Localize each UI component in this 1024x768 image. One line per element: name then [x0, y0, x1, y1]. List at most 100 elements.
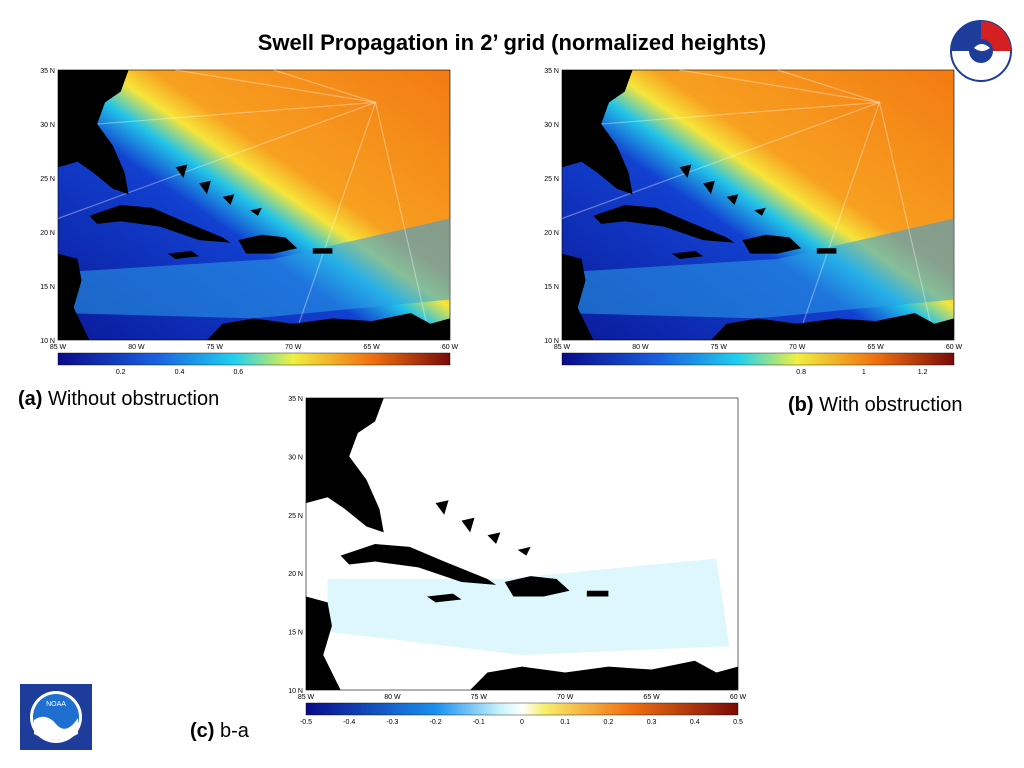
- plot-area: [561, 69, 955, 341]
- lon-tick-label: 80 W: [384, 694, 401, 701]
- colorbar-tick-label: -0.5: [300, 719, 312, 726]
- lat-tick-label: 15 N: [544, 284, 559, 291]
- noaa-logo: NOAA: [20, 684, 92, 750]
- land-mass: [199, 180, 211, 195]
- colorbar-tick-label: 1: [862, 369, 866, 376]
- lat-tick-label: 15 N: [288, 630, 303, 637]
- colorbar-tick-label: 0: [520, 719, 524, 726]
- colorbar-tick-label: 0.8: [796, 369, 806, 376]
- colorbar-tick-label: 0.3: [647, 719, 657, 726]
- land-mass: [461, 517, 475, 533]
- lat-tick-label: 25 N: [40, 176, 55, 183]
- lon-tick-label: 80 W: [632, 344, 649, 351]
- lat-tick-label: 10 N: [544, 338, 559, 345]
- caribbean-swell-band: [562, 218, 954, 319]
- plot-area: [57, 69, 451, 341]
- land-mass: [703, 180, 715, 195]
- lon-tick-label: 75 W: [471, 694, 488, 701]
- colorbar-tick-label: -0.3: [386, 719, 398, 726]
- lat-tick-label: 35 N: [288, 396, 303, 403]
- land-mass: [238, 234, 298, 254]
- colorbar-tick-label: 0.5: [733, 719, 743, 726]
- colorbar: [561, 352, 955, 366]
- caribbean-swell-band: [58, 218, 450, 319]
- land-mass: [593, 205, 735, 243]
- land-mass: [312, 248, 333, 254]
- colorbar-tick-label: -0.1: [473, 719, 485, 726]
- caption-panel-a: (a) Without obstruction: [18, 388, 219, 411]
- caption-b-text: With obstruction: [813, 394, 963, 416]
- lon-tick-label: 75 W: [207, 344, 224, 351]
- caption-b-prefix: (b): [788, 394, 814, 416]
- land-mass: [586, 590, 609, 597]
- nws-logo: [946, 18, 1016, 84]
- land-mass: [340, 544, 497, 585]
- caption-a-text: Without obstruction: [42, 388, 220, 410]
- land-mass: [726, 194, 739, 205]
- lat-tick-label: 30 N: [40, 122, 55, 129]
- lat-tick-label: 30 N: [544, 122, 559, 129]
- lat-tick-label: 20 N: [40, 230, 55, 237]
- land-mass: [816, 248, 837, 254]
- swell-ray: [57, 101, 376, 220]
- land-mass: [470, 660, 738, 690]
- swell-ray: [175, 69, 376, 103]
- swell-ray: [97, 101, 376, 125]
- plot-area: [305, 397, 739, 691]
- lat-tick-label: 15 N: [40, 284, 55, 291]
- land-mass: [562, 253, 594, 340]
- lat-tick-label: 10 N: [288, 688, 303, 695]
- colorbar-tick-label: 0.1: [560, 719, 570, 726]
- lat-tick-label: 30 N: [288, 454, 303, 461]
- swell-ray: [679, 69, 880, 103]
- colorbar: [57, 352, 451, 366]
- caption-panel-b: (b) With obstruction: [788, 394, 963, 417]
- lat-tick-label: 25 N: [288, 513, 303, 520]
- lon-tick-label: 60 W: [442, 344, 459, 351]
- land-mass: [742, 234, 802, 254]
- colorbar-tick-label: 0.2: [604, 719, 614, 726]
- map-panel-a: 35 N 30 N 25 N 20 N 15 N 10 N 85 W 80 W 75 W 70 W…: [20, 62, 460, 382]
- land-mass: [710, 313, 954, 340]
- caption-c-text: b-a: [214, 720, 249, 742]
- land-mass: [754, 207, 766, 216]
- colorbar-tick-label: 1.2: [918, 369, 928, 376]
- swell-ray: [601, 101, 880, 125]
- caption-c-prefix: (c): [190, 720, 215, 742]
- lat-tick-label: 35 N: [40, 68, 55, 75]
- lon-tick-label: 60 W: [946, 344, 963, 351]
- noaa-logo-text: NOAA: [46, 701, 66, 708]
- land-mass: [671, 250, 704, 259]
- colorbar-tick-label: -0.4: [343, 719, 355, 726]
- land-mass: [426, 593, 462, 603]
- land-mass: [562, 70, 633, 195]
- land-mass: [306, 398, 384, 533]
- lon-tick-label: 65 W: [363, 344, 380, 351]
- land-mass: [250, 207, 262, 216]
- lon-tick-label: 85 W: [554, 344, 571, 351]
- lon-tick-label: 85 W: [50, 344, 67, 351]
- lat-tick-label: 20 N: [288, 571, 303, 578]
- lon-tick-label: 65 W: [643, 694, 660, 701]
- swell-ray: [796, 102, 881, 341]
- land-mass: [222, 194, 235, 205]
- land-mass: [306, 596, 341, 690]
- land-mass: [517, 546, 531, 556]
- swell-ray: [292, 102, 377, 341]
- lon-tick-label: 60 W: [730, 694, 747, 701]
- slide-title: Swell Propagation in 2’ grid (normalized…: [257, 30, 767, 55]
- lon-tick-label: 70 W: [285, 344, 302, 351]
- land-mass: [58, 70, 129, 195]
- lat-tick-label: 10 N: [40, 338, 55, 345]
- land-mass: [167, 250, 200, 259]
- colorbar-tick-label: 0.6: [233, 369, 243, 376]
- lon-tick-label: 75 W: [711, 344, 728, 351]
- colorbar-tick-label: 0.4: [690, 719, 700, 726]
- land-mass: [435, 500, 449, 515]
- caption-panel-c: (c) b-a: [190, 720, 249, 743]
- swell-ray: [561, 101, 880, 220]
- colorbar: [305, 702, 739, 716]
- colorbar-tick-label: 0.4: [175, 369, 185, 376]
- difference-field: [327, 558, 730, 655]
- lat-tick-label: 20 N: [544, 230, 559, 237]
